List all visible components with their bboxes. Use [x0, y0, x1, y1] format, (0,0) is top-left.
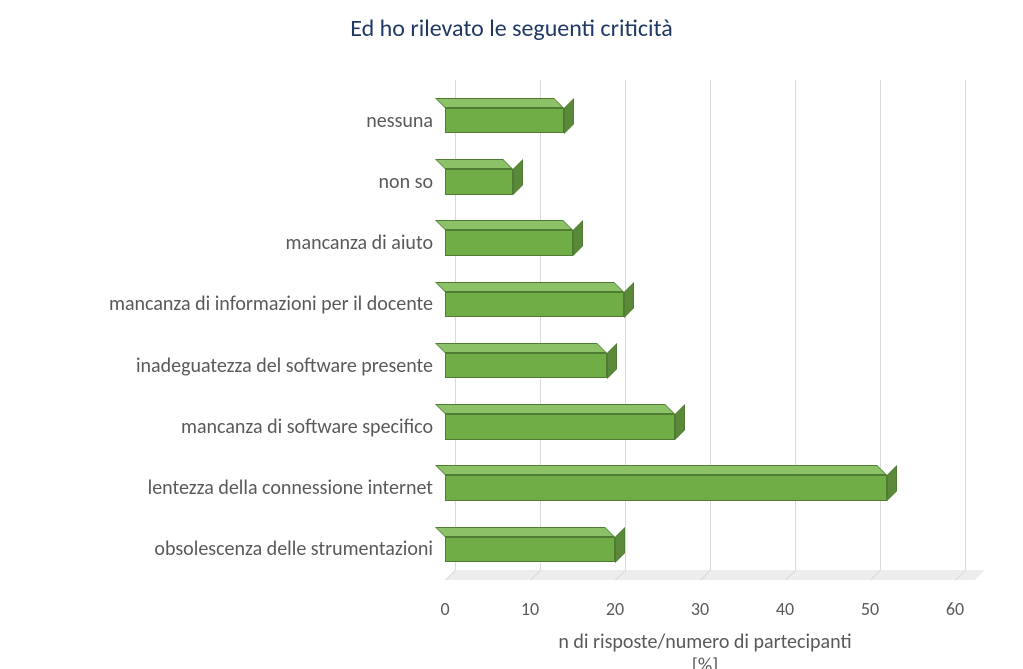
bar: [445, 159, 523, 185]
y-tick-label: inadeguatezza del software presente: [136, 354, 433, 378]
bar-front: [445, 353, 607, 379]
x-tick-label: 10: [521, 598, 539, 620]
bar: [445, 282, 634, 308]
gridline: [965, 80, 966, 570]
bar-top: [435, 527, 615, 537]
y-tick-label: obsolescenza delle strumentazioni: [154, 537, 433, 561]
bar-right: [607, 343, 617, 379]
bar-right: [615, 527, 625, 563]
bar-right: [564, 98, 574, 134]
x-tick-label: 60: [946, 598, 964, 620]
x-tick-label: 40: [776, 598, 794, 620]
bar-top: [435, 343, 607, 353]
y-tick-label: mancanza di aiuto: [286, 231, 433, 255]
bar-front: [445, 292, 624, 318]
y-tick-label: mancanza di software specifico: [181, 415, 433, 439]
bar: [445, 98, 574, 124]
x-tick-label: 50: [861, 598, 879, 620]
bar-top: [435, 282, 624, 292]
bar-top: [435, 220, 573, 230]
bar-front: [445, 537, 615, 563]
x-tick-label: 0: [440, 598, 449, 620]
bar-top: [435, 159, 513, 169]
bar-top: [435, 404, 675, 414]
x-tick-label: 20: [606, 598, 624, 620]
bar-right: [513, 159, 523, 195]
bar-front: [445, 169, 513, 195]
x-tick-label: 30: [691, 598, 709, 620]
bar: [445, 343, 617, 369]
chart-root: Ed ho rilevato le seguenti criticità 0 10…: [0, 0, 1023, 669]
bar: [445, 465, 897, 491]
bar: [445, 404, 685, 430]
bar-front: [445, 230, 573, 256]
bar-top: [435, 98, 564, 108]
plot-area: [445, 80, 965, 580]
chart-title: Ed ho rilevato le seguenti criticità: [0, 14, 1023, 43]
y-tick-label: nessuna: [366, 109, 433, 133]
plot-floor: [445, 570, 985, 580]
bar: [445, 220, 583, 246]
bar-top: [435, 465, 887, 475]
y-tick-label: lentezza della connessione internet: [148, 476, 433, 500]
y-tick-label: non so: [379, 170, 433, 194]
bar-front: [445, 414, 675, 440]
bar-right: [573, 220, 583, 256]
bar-right: [624, 282, 634, 318]
bar-right: [887, 465, 897, 501]
y-tick-label: mancanza di informazioni per il docente: [109, 292, 433, 316]
bar-front: [445, 108, 564, 134]
bar-right: [675, 404, 685, 440]
bar: [445, 527, 625, 553]
bar-front: [445, 475, 887, 501]
x-axis-title: n di risposte/numero di partecipanti [%]: [546, 630, 864, 669]
